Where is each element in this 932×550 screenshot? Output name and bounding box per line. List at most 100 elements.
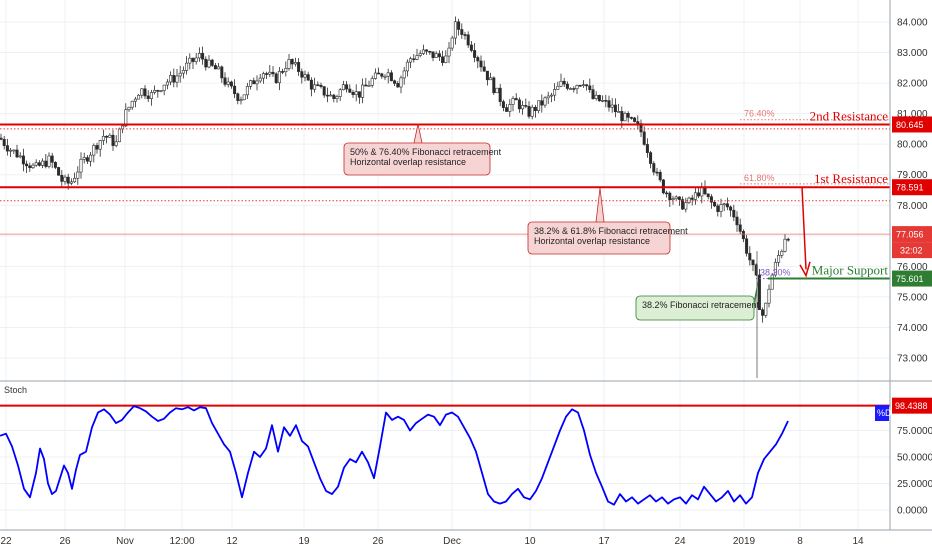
candle-body [367,85,371,87]
candle-body [297,62,301,72]
candle-body [671,198,675,201]
candle-body [677,196,681,200]
candle-body [153,90,157,93]
price-tick-label: 80.000 [897,140,928,151]
candle-body [348,88,352,93]
candle-body [530,106,534,117]
candle-body [21,155,25,165]
candle-body [767,288,771,304]
candle-body [85,157,89,162]
candle-body [274,73,278,84]
candle-body [700,187,704,197]
candle-body [549,94,553,97]
candle-body [594,94,598,99]
candle-body [175,75,179,83]
price-tick-label: 83.000 [897,48,928,59]
candle-body [245,86,249,96]
level-name-label: 2nd Resistance [810,108,889,123]
candle-body [674,196,678,200]
stochastic-panel: Stoch [0,385,890,506]
candle-body [562,80,566,85]
time-tick-label: 24 [674,536,686,547]
candle-body [415,55,419,60]
candle-body [197,53,201,59]
level-price-value: 80.645 [896,120,924,130]
candle-body [290,59,294,65]
candle-body [569,88,573,90]
annotation-text: 38.2% Fibonacci retracement [642,300,760,310]
candle-body [751,259,755,266]
candle-body [165,81,169,86]
candle-body [559,80,563,87]
candle-body [149,92,153,99]
candle-body [697,192,701,197]
candle-body [9,149,13,152]
time-tick-label: 17 [598,536,610,547]
annotation-box [527,221,671,255]
stoch-line [0,405,789,506]
candle-body [540,100,544,106]
candle-body [242,94,246,101]
candle-body [143,88,147,97]
candle-body [249,80,253,87]
candle-body [575,85,579,90]
stoch-tick-label: 50.0000 [897,453,932,464]
time-tick-label: 26 [372,536,384,547]
candle-body [649,152,653,164]
candle-body [181,70,185,74]
candle-body [338,89,342,97]
candle-body [89,154,93,162]
candle-body [722,203,726,206]
candle-body [31,164,35,169]
fib-level-label: 38.20% [760,268,791,278]
candle-body [460,29,464,35]
candle-body [277,71,281,84]
candle-body [485,70,489,81]
candle-body [761,309,765,316]
candle-body [322,86,326,96]
candle-body [716,205,720,212]
candle-body [457,21,461,30]
time-tick-label: Nov [116,536,134,547]
candle-body [524,105,528,107]
candle-body [508,104,512,112]
candle-body [399,77,403,88]
candle-body [466,34,470,46]
candle-body [764,302,768,316]
time-tick-label: 19 [298,536,310,547]
candle-body [217,66,221,70]
candle-body [5,145,9,152]
candle-body [578,85,582,87]
current-price-tag [892,226,932,243]
candle-body [757,274,761,311]
candle-body [521,105,525,110]
candle-body [591,89,595,99]
candle-body [383,75,387,78]
candle-body [377,72,381,75]
candle-body [271,71,275,75]
candle-body [261,73,265,79]
candle-body [178,72,182,77]
candle-body [252,80,256,85]
candle-body [418,53,422,56]
candle-body [319,84,323,87]
candle-body [514,98,518,101]
candle-body [293,62,297,65]
candle-body [489,77,493,81]
candle-body [351,91,355,95]
candle-body [124,109,128,127]
annotation-box [343,142,491,176]
candle-body [453,21,457,39]
candle-body [492,77,496,94]
candle-body [28,165,32,169]
candle-body [690,197,694,200]
candle-body [213,65,217,70]
candle-body [239,99,243,102]
candle-body [620,111,624,122]
candle-body [431,51,435,58]
candle-body [0,137,3,140]
candle-body [50,155,54,163]
candle-body [12,149,16,152]
annotation-text: Horizontal overlap resistance [534,236,650,246]
